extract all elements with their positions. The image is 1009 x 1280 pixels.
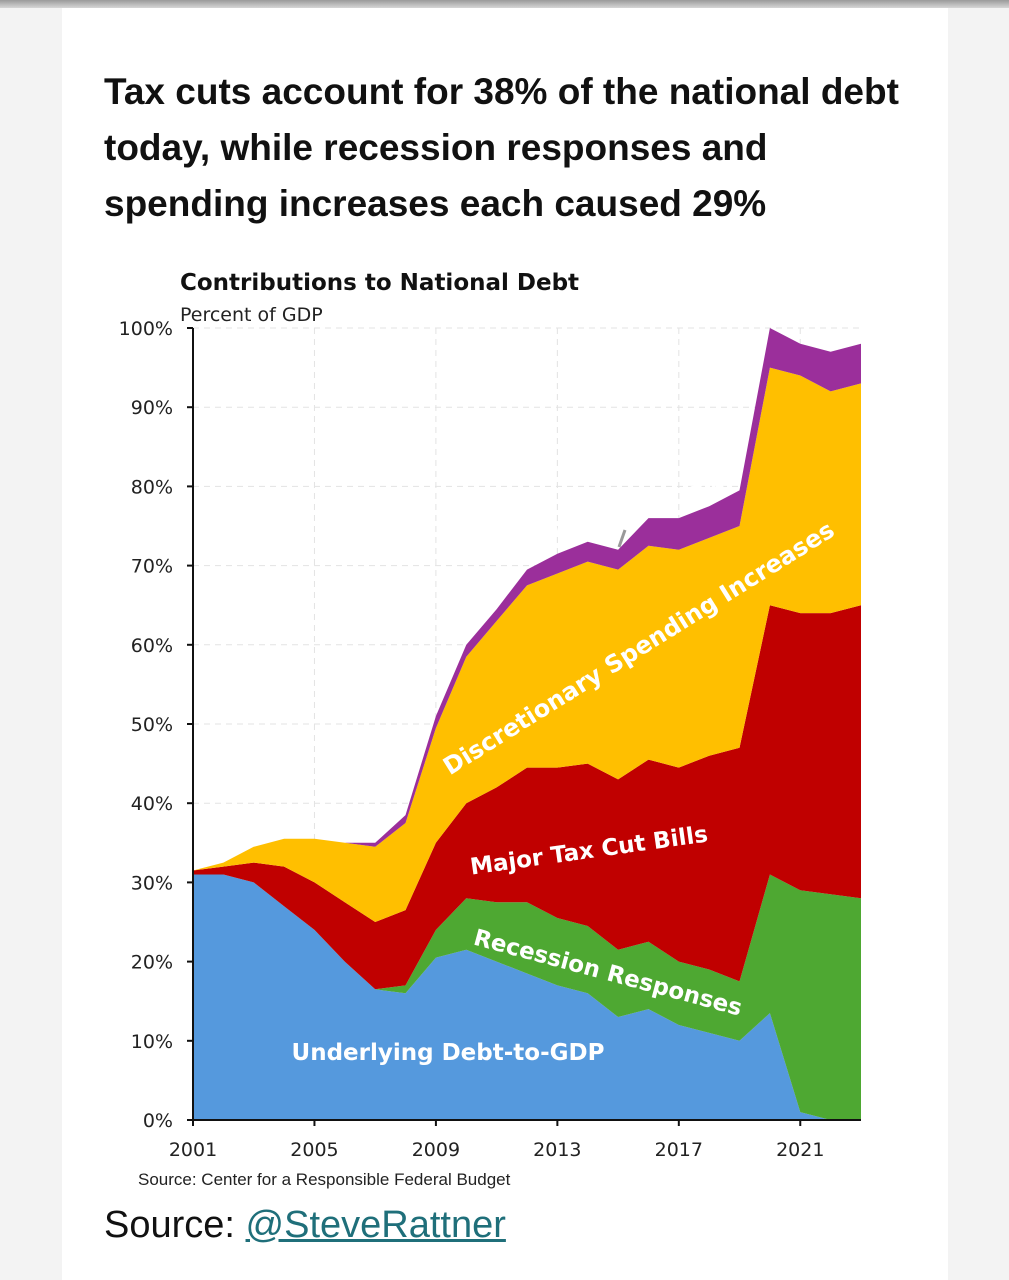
footer-source-prefix: Source:: [104, 1204, 246, 1246]
chart-title: Contributions to National Debt: [180, 270, 580, 296]
area-underlying-debt-to-gdp: [193, 874, 861, 1120]
chart-subtitle: Percent of GDP: [180, 304, 323, 326]
area-major-tax-cut-bills: [193, 605, 861, 990]
x-tick-label: 2005: [290, 1139, 338, 1161]
top-shadow-bar: [0, 0, 1009, 8]
y-tick-label: 70%: [131, 556, 173, 578]
headline: Tax cuts account for 38% of the national…: [104, 71, 899, 224]
x-tick-label: 2021: [776, 1139, 824, 1161]
y-tick-label: 30%: [131, 872, 173, 894]
y-tick-label: 50%: [131, 714, 173, 736]
y-tick-label: 0%: [143, 1110, 173, 1132]
y-tick-label: 10%: [131, 1031, 173, 1053]
y-tick-label: 60%: [131, 635, 173, 657]
area-recession-responses: [193, 874, 861, 1120]
chart-source: Source: Center for a Responsible Federal…: [138, 1170, 511, 1189]
x-tick-label: 2001: [169, 1139, 217, 1161]
area-discretionary-spending-increases: [193, 367, 861, 923]
y-tick-label: 90%: [131, 397, 173, 419]
y-tick-label: 80%: [131, 476, 173, 498]
series-label-underlying-debt-to-gdp: Underlying Debt-to-GDP: [292, 1040, 605, 1066]
x-tick-label: 2009: [412, 1139, 460, 1161]
x-tick-label: 2017: [655, 1139, 703, 1161]
author-handle-link[interactable]: @SteveRattner: [245, 1204, 506, 1246]
footer-source: Source: @SteveRattner: [104, 1204, 506, 1247]
medicare-label-pointer: [617, 529, 627, 548]
y-tick-label: 100%: [119, 318, 173, 340]
x-tick-label: 2013: [533, 1139, 581, 1161]
y-tick-label: 20%: [131, 952, 173, 974]
y-tick-label: 40%: [131, 793, 173, 815]
